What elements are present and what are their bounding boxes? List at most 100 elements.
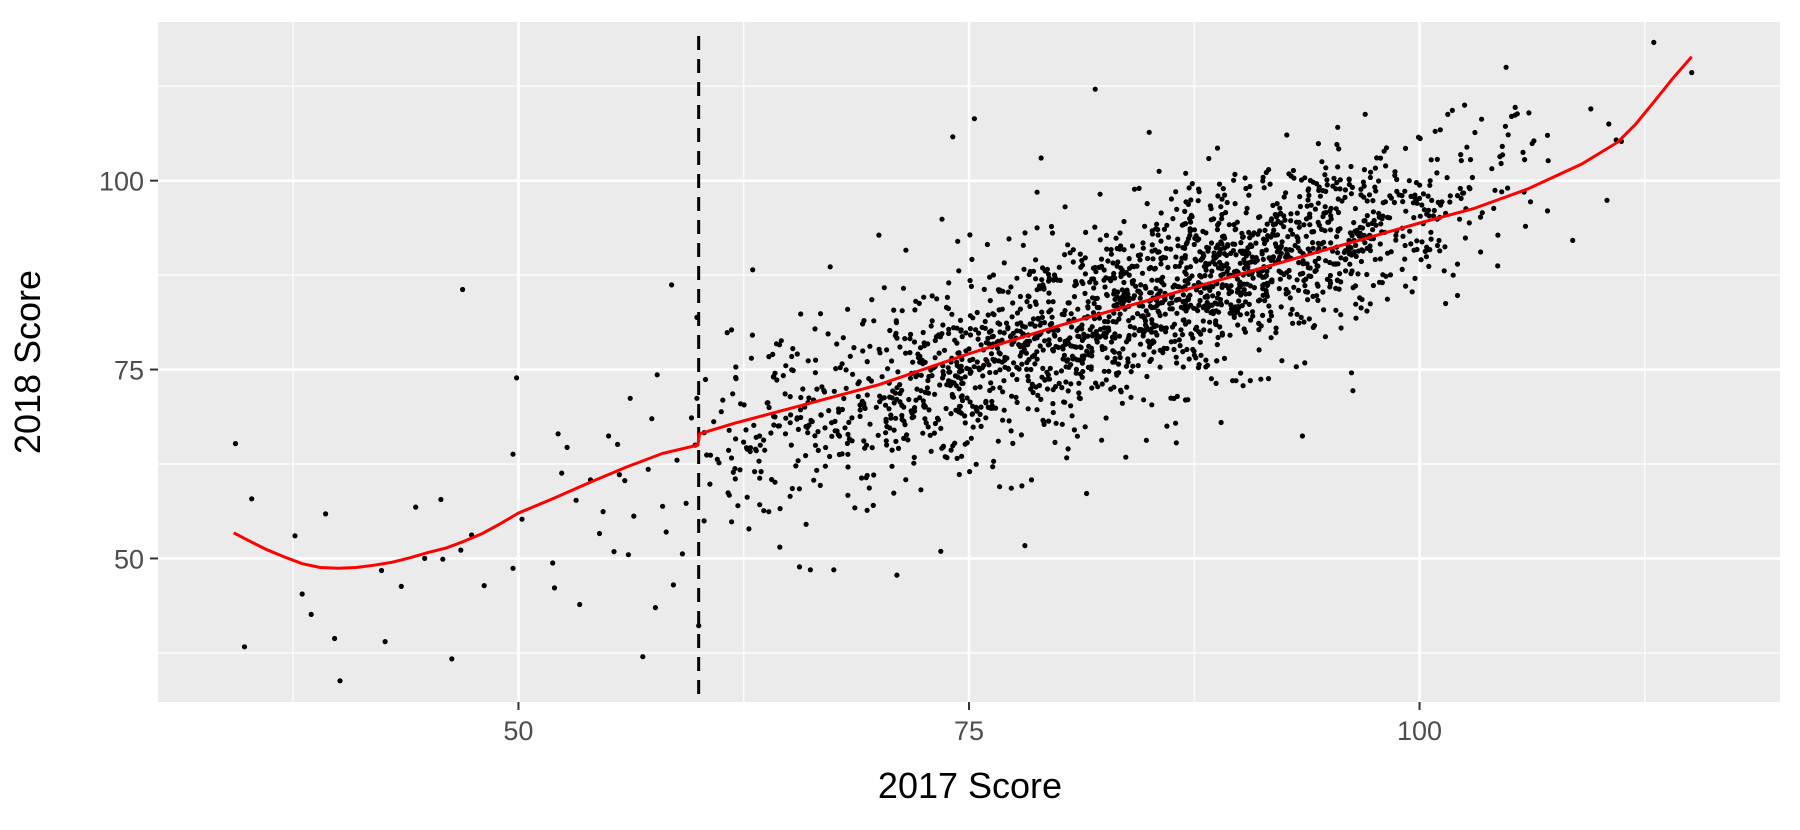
- data-point: [1291, 284, 1297, 290]
- data-point: [1072, 356, 1078, 362]
- data-point: [1059, 421, 1065, 427]
- data-point: [891, 490, 897, 496]
- data-point: [915, 355, 922, 361]
- data-point: [990, 272, 997, 278]
- data-point: [1260, 312, 1266, 318]
- data-point: [1168, 196, 1174, 202]
- data-point: [933, 334, 940, 340]
- data-point: [1116, 333, 1123, 339]
- data-point: [796, 486, 803, 492]
- x-tick-label: 50: [503, 716, 533, 746]
- data-point: [950, 394, 957, 400]
- data-point: [1161, 345, 1167, 351]
- data-point: [842, 425, 848, 431]
- data-point: [1383, 145, 1390, 151]
- data-point: [950, 134, 956, 140]
- data-point: [1469, 174, 1475, 181]
- data-point: [967, 332, 974, 338]
- data-point: [1520, 149, 1526, 155]
- data-point: [941, 347, 948, 353]
- data-point: [1367, 301, 1373, 307]
- data-point: [863, 475, 869, 481]
- data-point: [1364, 198, 1370, 204]
- data-point: [849, 415, 855, 421]
- data-point: [1065, 300, 1071, 306]
- data-point: [1164, 222, 1170, 228]
- data-point: [952, 440, 958, 446]
- data-point: [729, 519, 735, 525]
- data-point: [1025, 378, 1031, 384]
- data-point: [449, 656, 455, 662]
- data-point: [1062, 341, 1068, 347]
- data-point: [1428, 157, 1434, 163]
- data-point: [1274, 232, 1281, 238]
- data-point: [422, 555, 428, 562]
- data-point: [871, 472, 877, 478]
- data-point: [1429, 197, 1435, 203]
- data-point: [1445, 111, 1451, 117]
- data-point: [980, 373, 986, 379]
- data-point: [962, 420, 968, 426]
- data-point: [1183, 221, 1189, 227]
- data-point: [1312, 258, 1318, 264]
- data-point: [1361, 167, 1367, 173]
- data-point: [1512, 104, 1518, 110]
- data-point: [1144, 373, 1150, 380]
- data-point: [1219, 216, 1225, 222]
- data-point: [938, 425, 944, 431]
- data-point: [1197, 249, 1203, 255]
- data-point: [1419, 202, 1425, 208]
- data-point: [1102, 284, 1108, 290]
- data-point: [1128, 369, 1134, 375]
- data-point: [752, 469, 758, 475]
- data-point: [1214, 358, 1220, 364]
- data-point: [1348, 271, 1354, 277]
- data-point: [804, 424, 810, 431]
- data-point: [989, 334, 995, 340]
- data-point: [1024, 359, 1030, 366]
- data-point: [1256, 320, 1262, 326]
- data-point: [1257, 272, 1263, 278]
- data-point: [1162, 297, 1168, 303]
- x-tick-label: 100: [1397, 716, 1442, 746]
- data-point: [975, 417, 981, 423]
- data-point: [1002, 364, 1008, 370]
- data-point: [702, 376, 709, 383]
- data-point: [1033, 276, 1039, 282]
- data-point: [1196, 362, 1202, 368]
- data-point: [973, 327, 979, 333]
- data-point: [971, 116, 978, 122]
- data-point: [1230, 248, 1236, 254]
- data-point: [1034, 349, 1040, 355]
- data-point: [1146, 344, 1152, 350]
- data-point: [1201, 263, 1207, 270]
- data-point: [1018, 432, 1024, 438]
- data-point: [1262, 274, 1268, 280]
- data-point: [1346, 177, 1352, 183]
- data-point: [864, 507, 870, 513]
- data-point: [1160, 274, 1166, 280]
- data-point: [1462, 102, 1468, 108]
- data-point: [951, 380, 957, 386]
- data-point: [920, 329, 926, 336]
- data-point: [997, 321, 1003, 327]
- data-point: [836, 451, 843, 458]
- data-point: [788, 412, 794, 418]
- data-point: [1126, 272, 1132, 278]
- data-point: [1219, 196, 1225, 202]
- data-point: [1062, 399, 1068, 405]
- data-point: [1286, 274, 1292, 280]
- data-point: [1135, 363, 1141, 369]
- data-point: [963, 348, 969, 354]
- data-point: [1169, 300, 1175, 306]
- data-point: [758, 469, 764, 475]
- data-point: [1284, 132, 1290, 138]
- data-point: [1283, 190, 1289, 196]
- data-point: [519, 516, 525, 522]
- data-point: [929, 293, 935, 299]
- data-point: [1033, 384, 1039, 390]
- data-point: [1210, 293, 1216, 299]
- data-point: [1232, 227, 1238, 233]
- data-point: [1041, 320, 1048, 326]
